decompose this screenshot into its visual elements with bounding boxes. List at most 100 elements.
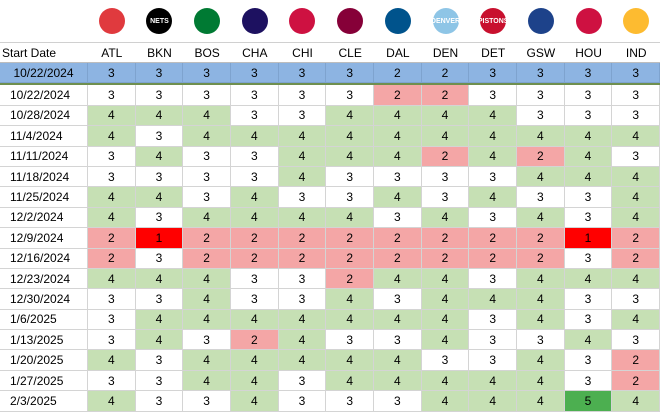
selected-cell[interactable]: 3: [469, 63, 518, 84]
table-cell[interactable]: 3: [278, 391, 327, 412]
table-row[interactable]: 12/30/2024 3 3 4 3 3 4 3 4 4 4 3 3: [0, 289, 660, 310]
table-cell[interactable]: 4: [421, 126, 470, 147]
table-cell[interactable]: 2: [469, 248, 518, 269]
table-cell[interactable]: 4: [326, 207, 374, 229]
row-date-cell[interactable]: 11/25/2024: [0, 187, 88, 208]
selected-row-date[interactable]: 10/22/2024: [0, 63, 88, 84]
table-cell[interactable]: 4: [278, 146, 327, 167]
table-cell[interactable]: 4: [183, 207, 231, 229]
table-cell[interactable]: 4: [230, 391, 279, 412]
table-cell[interactable]: 4: [230, 126, 279, 147]
table-cell[interactable]: 4: [374, 105, 422, 127]
table-cell[interactable]: 3: [230, 166, 279, 188]
table-cell[interactable]: 4: [183, 309, 231, 331]
table-cell[interactable]: 4: [421, 268, 470, 290]
table-cell[interactable]: 4: [87, 350, 136, 371]
table-cell[interactable]: 4: [564, 146, 613, 167]
table-row[interactable]: 11/25/2024 4 4 3 4 3 3 4 3 4 3 3 4: [0, 187, 660, 208]
table-cell[interactable]: 3: [469, 207, 518, 229]
selected-cell[interactable]: 2: [374, 63, 422, 84]
table-cell[interactable]: 2: [612, 228, 660, 249]
table-cell[interactable]: 4: [326, 105, 374, 127]
table-cell[interactable]: 3: [564, 370, 613, 392]
table-cell[interactable]: 3: [612, 85, 660, 106]
table-cell[interactable]: 2: [278, 228, 327, 249]
table-cell[interactable]: 4: [183, 370, 231, 392]
table-cell[interactable]: 4: [612, 207, 660, 229]
team-header-bkn[interactable]: BKN: [135, 43, 184, 63]
table-cell[interactable]: 2: [326, 228, 374, 249]
table-cell[interactable]: 4: [517, 350, 565, 371]
table-cell[interactable]: 4: [230, 207, 279, 229]
table-cell[interactable]: 3: [612, 105, 660, 127]
table-cell[interactable]: 4: [278, 126, 327, 147]
table-cell[interactable]: 4: [374, 268, 422, 290]
team-header-dal[interactable]: DAL: [374, 43, 422, 63]
team-header-cha[interactable]: CHA: [230, 43, 279, 63]
table-cell[interactable]: 2: [469, 228, 518, 249]
table-cell[interactable]: 3: [564, 289, 613, 310]
table-cell[interactable]: 3: [278, 370, 327, 392]
table-cell[interactable]: 4: [564, 166, 613, 188]
table-cell[interactable]: 3: [517, 187, 565, 208]
table-cell[interactable]: 3: [517, 85, 565, 106]
selected-cell[interactable]: 3: [87, 63, 136, 84]
table-cell[interactable]: 3: [278, 187, 327, 208]
table-cell[interactable]: 3: [230, 85, 279, 106]
table-cell[interactable]: 2: [612, 248, 660, 269]
row-date-cell[interactable]: 12/9/2024: [0, 228, 88, 249]
table-cell[interactable]: 4: [326, 309, 374, 331]
table-cell[interactable]: 4: [612, 309, 660, 331]
table-cell[interactable]: 3: [374, 391, 422, 412]
table-cell[interactable]: 2: [517, 146, 565, 167]
table-cell[interactable]: 4: [87, 268, 136, 290]
table-row[interactable]: 11/4/2024 4 3 4 4 4 4 4 4 4 4 4 4: [0, 126, 660, 147]
table-cell[interactable]: 4: [612, 126, 660, 147]
table-cell[interactable]: 3: [326, 391, 374, 412]
row-date-cell[interactable]: 10/28/2024: [0, 105, 88, 127]
table-cell[interactable]: 3: [135, 350, 184, 371]
table-cell[interactable]: 3: [612, 146, 660, 167]
row-date-cell[interactable]: 12/16/2024: [0, 248, 88, 269]
table-cell[interactable]: 3: [87, 370, 136, 392]
table-cell[interactable]: 4: [278, 166, 327, 188]
table-cell[interactable]: 4: [374, 126, 422, 147]
table-cell[interactable]: 4: [374, 370, 422, 392]
table-cell[interactable]: 3: [183, 330, 231, 351]
table-cell[interactable]: 3: [564, 105, 613, 127]
table-cell[interactable]: 4: [230, 309, 279, 331]
team-header-atl[interactable]: ATL: [87, 43, 136, 63]
table-cell[interactable]: 2: [374, 228, 422, 249]
table-cell[interactable]: 2: [87, 228, 136, 249]
table-row[interactable]: 11/11/2024 3 4 3 3 4 4 4 2 4 2 4 3: [0, 146, 660, 167]
table-cell[interactable]: 3: [612, 330, 660, 351]
table-row[interactable]: 10/28/2024 4 4 4 3 3 4 4 4 4 3 3 3: [0, 105, 660, 127]
table-cell[interactable]: 4: [517, 207, 565, 229]
table-cell[interactable]: 3: [564, 309, 613, 331]
table-cell[interactable]: 3: [278, 289, 327, 310]
table-cell[interactable]: 3: [135, 207, 184, 229]
table-cell[interactable]: 3: [135, 370, 184, 392]
table-cell[interactable]: 3: [469, 268, 518, 290]
row-date-cell[interactable]: 12/2/2024: [0, 207, 88, 229]
table-cell[interactable]: 4: [421, 289, 470, 310]
table-row[interactable]: 1/6/2025 3 4 4 4 4 4 4 4 3 4 3 4: [0, 309, 660, 331]
table-cell[interactable]: 4: [517, 370, 565, 392]
table-cell[interactable]: 3: [183, 166, 231, 188]
table-row[interactable]: 11/18/2024 3 3 3 3 4 3 3 3 3 4 4 4: [0, 166, 660, 188]
table-cell[interactable]: 3: [517, 330, 565, 351]
selected-cell[interactable]: 3: [278, 63, 327, 84]
table-cell[interactable]: 2: [183, 228, 231, 249]
table-cell[interactable]: 2: [421, 146, 470, 167]
table-cell[interactable]: 4: [135, 187, 184, 208]
table-cell[interactable]: 3: [564, 207, 613, 229]
row-date-cell[interactable]: 1/27/2025: [0, 370, 88, 392]
table-cell[interactable]: 3: [87, 289, 136, 310]
table-cell[interactable]: 3: [230, 289, 279, 310]
table-row[interactable]: 12/23/2024 4 4 4 3 3 2 4 4 3 4 4 4: [0, 268, 660, 290]
table-cell[interactable]: 2: [517, 228, 565, 249]
table-cell[interactable]: 2: [421, 85, 470, 106]
table-cell[interactable]: 4: [517, 391, 565, 412]
table-row[interactable]: 12/9/2024 2 1 2 2 2 2 2 2 2 2 1 2: [0, 228, 660, 249]
